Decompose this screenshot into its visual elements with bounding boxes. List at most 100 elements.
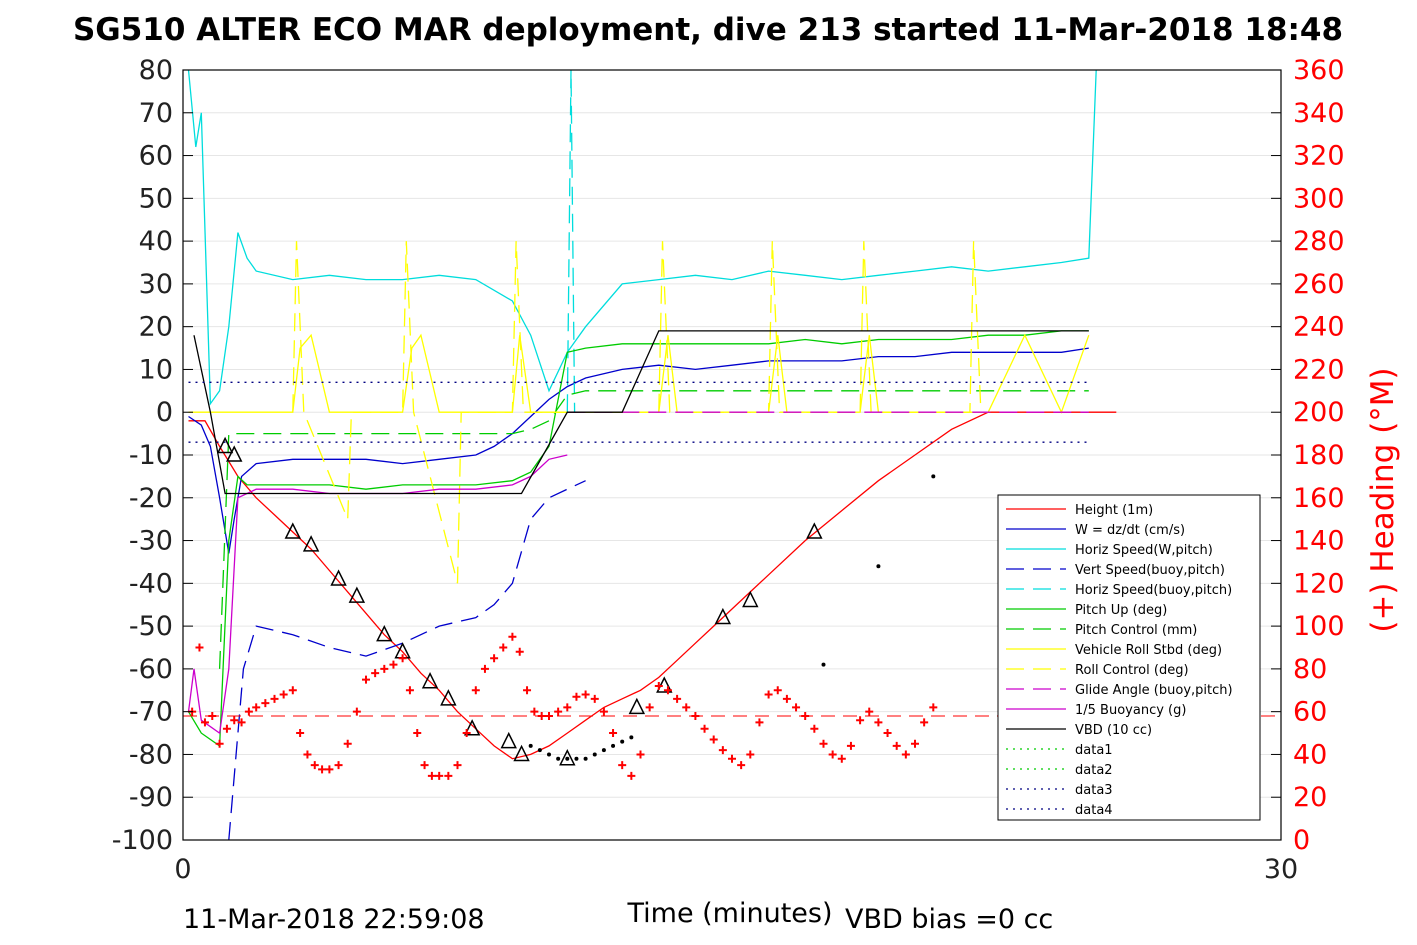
vbd-dot: [601, 748, 606, 753]
height-marker: [421, 672, 439, 689]
heading-point: [279, 690, 288, 699]
y-axis-right: 3603403203002802602402202001801601401201…: [1271, 55, 1345, 856]
legend-entry: Vert Speed(buoy,pitch): [1075, 563, 1225, 578]
series-w: [188, 347, 1089, 554]
heading-point: [645, 703, 654, 712]
heading-point: [435, 771, 444, 780]
y2-tick-label: 240: [1293, 312, 1345, 343]
legend-entry: Pitch Control (mm): [1075, 623, 1197, 638]
heading-point: [590, 694, 599, 703]
y-tick-label: 80: [139, 55, 173, 86]
heading-point: [599, 707, 608, 716]
y2-tick-label: 340: [1293, 98, 1345, 129]
heading-point: [920, 718, 929, 727]
height-marker: [463, 719, 481, 736]
height-marker: [226, 445, 243, 462]
heading-point: [537, 711, 546, 720]
height-marker: [500, 731, 517, 749]
heading-point: [618, 761, 627, 770]
heading-point: [764, 690, 773, 699]
y-tick-label: 70: [139, 98, 173, 129]
heading-point: [627, 771, 636, 780]
height-marker: [742, 590, 759, 608]
y-tick-label: -90: [129, 782, 173, 813]
y-tick-label: -10: [129, 440, 173, 471]
heading-point: [737, 761, 746, 770]
series-roll_ctrl: [292, 241, 982, 584]
y-tick-label: 40: [139, 226, 173, 257]
heading-point: [371, 669, 380, 678]
vbd-dot: [876, 564, 881, 569]
heading-point: [654, 682, 663, 690]
series-horiz_w: [187, 69, 1097, 406]
heading-point: [325, 765, 334, 774]
heading-point: [427, 771, 436, 780]
legend-entry: Roll Control (deg): [1075, 663, 1189, 678]
legend-entry: Pitch Up (deg): [1075, 603, 1167, 618]
heading-point: [663, 686, 672, 695]
heading-point: [237, 718, 246, 727]
legend-entry: data1: [1075, 743, 1113, 758]
legend-entry: Height (1m): [1075, 503, 1153, 518]
legend: Height (1m) W = dz/dt (cm/s) Horiz Speed(W…: [997, 494, 1261, 821]
vbd-dot: [528, 743, 533, 748]
heading-point: [208, 711, 217, 720]
y-tick-label: -80: [129, 739, 173, 770]
heading-point: [911, 739, 919, 748]
heading-point: [801, 711, 810, 720]
height-marker: [284, 522, 302, 539]
heading-point: [413, 729, 422, 738]
height-marker: [302, 535, 320, 552]
heading-point: [352, 707, 361, 716]
series-layer: [187, 69, 1117, 841]
heading-point: [792, 703, 801, 712]
heading-point: [530, 707, 539, 716]
heading-point: [828, 750, 837, 759]
heading-point: [334, 761, 343, 770]
heading-point: [453, 761, 462, 770]
heading-point: [810, 724, 819, 733]
legend-entry: data3: [1075, 783, 1113, 798]
y-tick-label: 0: [156, 397, 173, 428]
y2-tick-label: 0: [1293, 825, 1310, 856]
x-tick-label: 0: [174, 854, 191, 885]
height-marker: [559, 749, 576, 766]
y2-tick-label: 300: [1293, 183, 1345, 214]
y-tick-label: -30: [129, 526, 173, 557]
heading-point: [673, 694, 682, 703]
heading-point: [892, 741, 901, 750]
y-tick-label: -20: [129, 483, 173, 514]
heading-point: [609, 729, 618, 738]
y-tick-label: -100: [112, 825, 173, 856]
heading-point: [508, 632, 517, 641]
heading-point: [362, 675, 370, 684]
heading-point: [244, 707, 253, 716]
heading-point: [728, 754, 736, 763]
heading-point: [252, 703, 261, 712]
vbd-dot: [931, 474, 936, 479]
heading-point: [230, 716, 239, 725]
heading-point: [572, 692, 581, 701]
heading-point: [405, 686, 414, 695]
heading-point: [837, 754, 846, 763]
vbd-dot: [821, 662, 826, 667]
series-pitch_up: [187, 330, 1089, 748]
legend-entry: 1/5 Buoyancy (g): [1075, 703, 1186, 718]
height-marker: [440, 689, 457, 706]
heading-point: [523, 686, 532, 695]
heading-point: [480, 664, 489, 673]
heading-point: [682, 703, 691, 712]
vbd-dot: [556, 756, 561, 761]
heading-point: [563, 703, 572, 712]
footer-timestamp: 11-Mar-2018 22:59:08: [183, 904, 485, 935]
legend-entry: W = dz/dt (cm/s): [1075, 523, 1185, 538]
heading-point: [709, 735, 718, 744]
height-marker: [376, 624, 393, 642]
heading-point: [420, 761, 429, 770]
y2-tick-label: 160: [1293, 483, 1345, 514]
series-height: [188, 411, 1117, 760]
heading-point: [865, 707, 874, 716]
heading-point: [200, 718, 209, 727]
y2-tick-label: 20: [1293, 782, 1327, 813]
heading-point: [856, 716, 865, 725]
